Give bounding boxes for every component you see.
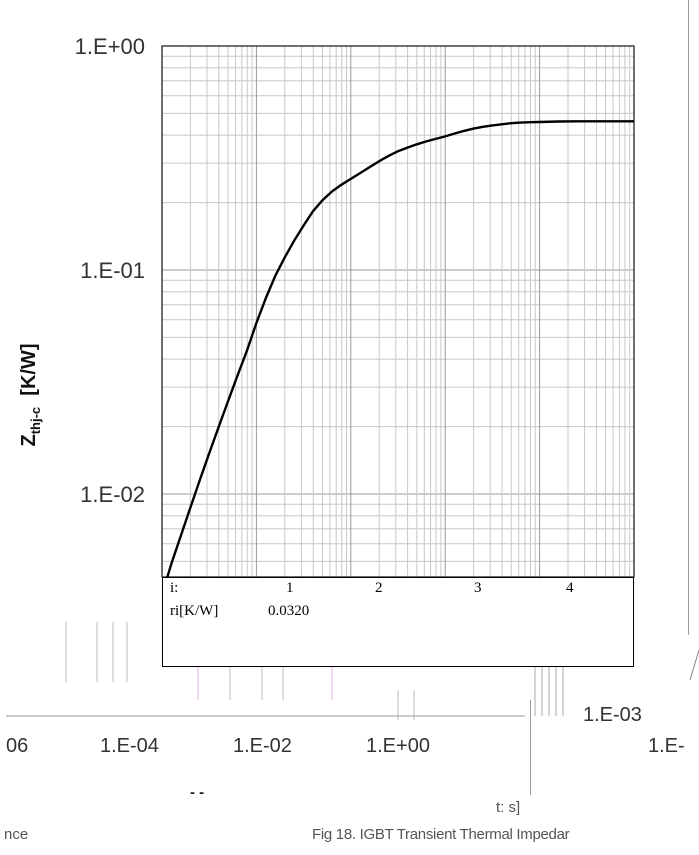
table-col-1: 1 (286, 580, 294, 596)
right-tick-label: 1.E-03 (583, 704, 642, 726)
table-col-2: 2 (375, 580, 383, 596)
y-tick-label: 1.E-02 (80, 482, 145, 507)
y-axis-ticks: 1.E+00 1.E-01 1.E-02 (75, 34, 145, 507)
table-row-label: ri[K/W] (170, 603, 219, 619)
outer-frame-right (688, 0, 689, 635)
x-tick-partial: 06 (6, 735, 29, 757)
y-axis-label: Zthj-c [K/W] (18, 343, 43, 447)
outer-frame-bottom-link (530, 700, 531, 795)
right-tick-label: 1.E- (648, 735, 685, 757)
y-tick-label: 1.E+00 (75, 34, 145, 59)
y-tick-label: 1.E-01 (80, 258, 145, 283)
x-tick-label: 1.E-04 (100, 735, 159, 757)
x-tick-label: 1.E+00 (366, 735, 430, 757)
chart-grid (162, 46, 634, 577)
x-tick-label: 1.E-02 (233, 735, 292, 757)
caption-fragment-left: nce (4, 826, 29, 843)
thermal-parameter-table: i: 1 2 3 4 ri[K/W] 0.0320 (162, 577, 634, 667)
axis-unit-fragment: t: s] (496, 799, 521, 816)
plot-area-border (161, 45, 635, 578)
table-row-value-1: 0.0320 (268, 603, 310, 619)
figure-caption: Fig 18. IGBT Transient Thermal Impedar (312, 826, 570, 843)
table-col-4: 4 (566, 580, 574, 596)
table-header-label: i: (170, 580, 179, 596)
axis-title-fragment: - - (190, 784, 205, 801)
series-line (164, 120, 634, 584)
table-col-3: 3 (474, 580, 482, 596)
background-stray-line (689, 649, 699, 681)
